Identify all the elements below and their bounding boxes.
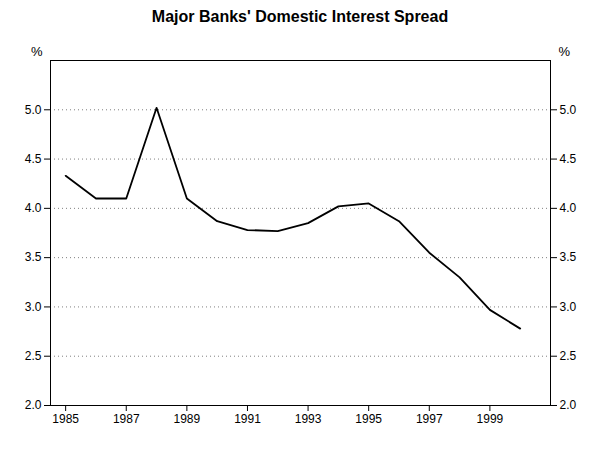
svg-text:2.0: 2.0 xyxy=(560,398,577,412)
svg-text:2.0: 2.0 xyxy=(25,398,42,412)
svg-text:1985: 1985 xyxy=(52,412,79,426)
svg-text:4.5: 4.5 xyxy=(560,152,577,166)
svg-text:3.5: 3.5 xyxy=(560,250,577,264)
svg-text:1997: 1997 xyxy=(416,412,443,426)
svg-text:1993: 1993 xyxy=(295,412,322,426)
svg-text:%: % xyxy=(31,44,43,59)
svg-text:5.0: 5.0 xyxy=(25,103,42,117)
html-text:Major Banks' Domestic Interest: Major Banks' Domestic Interest Spread xyxy=(151,8,449,25)
svg-text:3.0: 3.0 xyxy=(560,300,577,314)
svg-text:1995: 1995 xyxy=(355,412,382,426)
svg-text:1991: 1991 xyxy=(234,412,261,426)
svg-text:1987: 1987 xyxy=(113,412,140,426)
svg-text:3.0: 3.0 xyxy=(25,300,42,314)
svg-text:4.5: 4.5 xyxy=(25,152,42,166)
svg-text:1999: 1999 xyxy=(477,412,504,426)
svg-text:2.5: 2.5 xyxy=(25,349,42,363)
svg-text:4.0: 4.0 xyxy=(25,201,42,215)
svg-text:4.0: 4.0 xyxy=(560,201,577,215)
svg-text:5.0: 5.0 xyxy=(560,103,577,117)
svg-text:%: % xyxy=(559,44,571,59)
svg-text:3.5: 3.5 xyxy=(25,250,42,264)
svg-text:1989: 1989 xyxy=(174,412,201,426)
svg-text:2.5: 2.5 xyxy=(560,349,577,363)
